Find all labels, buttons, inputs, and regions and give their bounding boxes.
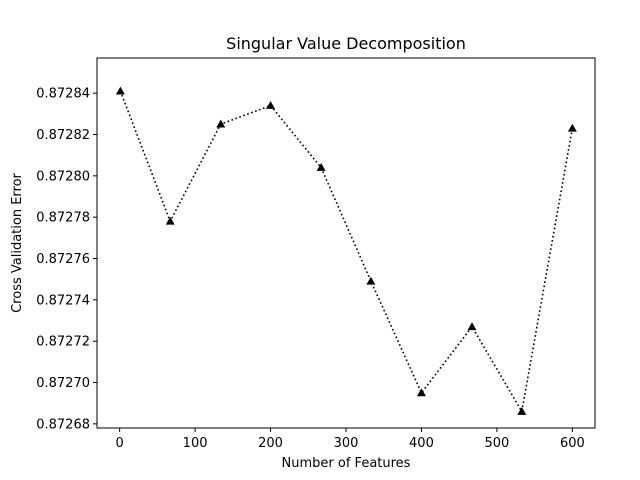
x-tick-label: 200: [258, 436, 283, 451]
x-axis: 0 100 200 300 400 500 600: [115, 428, 585, 451]
data-point-marker: [115, 86, 125, 95]
y-tick-label: 0.87282: [36, 128, 90, 143]
x-tick-label: 600: [560, 436, 585, 451]
plot-series: [115, 86, 577, 415]
y-tick-label: 0.87276: [36, 252, 90, 267]
y-tick-label: 0.87268: [36, 417, 90, 432]
x-tick-label: 400: [409, 436, 434, 451]
data-point-marker: [366, 276, 376, 285]
y-tick-label: 0.87284: [36, 87, 90, 102]
data-point-marker: [165, 216, 175, 225]
data-point-marker: [266, 101, 276, 109]
x-tick-label: 0: [115, 436, 123, 451]
y-tick-label: 0.87270: [36, 376, 90, 391]
data-point-marker: [517, 406, 527, 415]
y-tick-label: 0.87278: [36, 211, 90, 226]
data-point-marker: [416, 388, 426, 397]
x-axis-label: Number of Features: [282, 456, 411, 471]
data-point-marker: [567, 123, 577, 132]
data-point-marker: [316, 163, 326, 171]
x-tick-label: 100: [183, 436, 208, 451]
y-tick-label: 0.87280: [36, 169, 90, 184]
x-tick-label: 500: [484, 436, 509, 451]
y-axis: 0.87268 0.87270 0.87272 0.87274 0.87276 0.872…: [36, 87, 97, 432]
y-tick-label: 0.87272: [36, 335, 90, 350]
y-tick-label: 0.87274: [36, 293, 90, 308]
data-point-marker: [467, 322, 477, 331]
chart-title: Singular Value Decomposition: [226, 34, 466, 53]
y-axis-label: Cross Validation Error: [10, 172, 25, 312]
series-line: [119, 90, 574, 414]
data-point-marker: [216, 119, 226, 128]
x-tick-label: 300: [334, 436, 359, 451]
